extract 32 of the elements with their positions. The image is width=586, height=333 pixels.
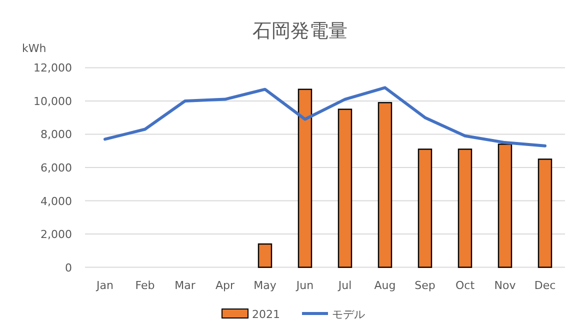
y-tick-label: 8,000 [40,128,72,142]
bar [458,148,472,268]
x-tick-label: Apr [215,279,235,292]
y-tick-label: 10,000 [34,94,72,108]
y-tick-label: 4,000 [40,194,72,208]
x-tick-label: Aug [374,279,396,292]
chart-title: 石岡発電量 [252,20,348,42]
bar [418,148,432,268]
bar [498,144,512,268]
bar [378,102,392,268]
x-tick-label: Sep [414,279,436,292]
y-tick-label: 12,000 [34,62,72,75]
legend-label: モデル [332,308,365,321]
x-tick-label: Mar [174,279,196,292]
x-tick-label: Nov [494,279,516,292]
bar [338,108,352,268]
y-tick-label: 0 [65,261,72,274]
y-tick-label: 6,000 [40,162,72,174]
line-series [104,86,546,148]
y-tick-label: 2,000 [40,228,72,242]
y-axis-title: kWh [22,42,46,55]
bar [538,158,552,268]
bar [258,243,272,268]
x-tick-label: Jan [96,279,114,292]
x-tick-label: Jun [295,279,314,292]
x-tick-label: Jul [337,279,352,292]
x-tick-label: Dec [534,279,556,292]
x-tick-label: May [254,279,277,292]
x-tick-label: Feb [135,279,155,292]
x-tick-label: Oct [455,279,476,292]
legend-label: 2021 [252,308,280,321]
bar [298,88,312,268]
